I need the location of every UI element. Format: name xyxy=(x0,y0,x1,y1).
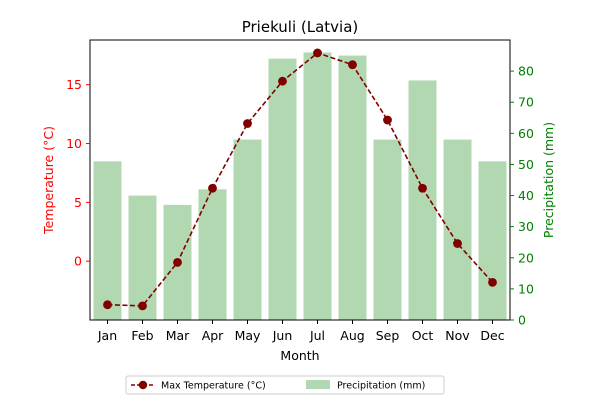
legend-line-marker xyxy=(138,380,148,390)
chart-title: Priekuli (Latvia) xyxy=(242,18,359,36)
x-tick-label: Oct xyxy=(412,328,434,343)
legend-bar-swatch xyxy=(306,380,330,389)
y-right-tick-label: 0 xyxy=(518,313,526,328)
y-right-tick-label: 10 xyxy=(518,281,534,296)
temperature-point-dec xyxy=(488,277,497,287)
bar-nov xyxy=(443,139,472,320)
x-axis: Jan Feb Mar Apr May Jun Jul Aug Sep Oct Nov Dec xyxy=(97,320,505,343)
y-axis-left-label: Temperature (°C) xyxy=(41,126,56,235)
y-right-tick-label: 40 xyxy=(518,188,534,203)
y-right-tick-label: 70 xyxy=(518,95,534,110)
legend-label-temperature: Max Temperature (°C) xyxy=(161,381,266,392)
y-right-tick-label: 50 xyxy=(518,157,534,172)
bar-may xyxy=(233,139,262,320)
y-right-tick-label: 60 xyxy=(518,126,534,141)
temperature-point-jun xyxy=(278,76,287,86)
x-tick-label: Aug xyxy=(340,328,364,343)
bar-sep xyxy=(373,139,402,320)
temperature-line xyxy=(107,52,494,307)
x-tick-label: Nov xyxy=(445,328,470,343)
y-left-tick-label: 0 xyxy=(74,254,82,269)
x-tick-label: Mar xyxy=(166,328,190,343)
temperature-point-aug xyxy=(348,60,357,70)
bar-aug xyxy=(338,55,367,321)
bar-jul xyxy=(303,52,332,320)
y-left-tick-label: 5 xyxy=(74,195,82,210)
y-axis-right: 0 10 20 30 40 50 60 70 80 xyxy=(510,64,534,328)
legend-label-precipitation: Precipitation (mm) xyxy=(337,381,425,392)
bar-apr xyxy=(198,189,227,320)
x-tick-label: May xyxy=(235,328,261,343)
x-tick-label: Jan xyxy=(97,328,117,343)
plot-frame xyxy=(89,39,511,321)
bar-jun xyxy=(268,58,297,321)
y-right-tick-label: 30 xyxy=(518,219,534,234)
bars-layer xyxy=(93,52,507,321)
temperature-point-jan xyxy=(103,300,112,310)
x-tick-label: Jun xyxy=(272,328,293,343)
x-axis-label: Month xyxy=(280,348,319,363)
temperature-point-oct xyxy=(418,183,427,193)
temperature-point-mar xyxy=(173,257,182,267)
y-right-tick-label: 80 xyxy=(518,64,534,79)
legend-frame xyxy=(125,375,445,395)
x-tick-label: Dec xyxy=(480,328,504,343)
bar-feb xyxy=(128,195,157,320)
y-axis-left: 0 5 10 15 xyxy=(66,77,90,269)
y-axis-right-label: Precipitation (mm) xyxy=(541,122,556,238)
line-layer xyxy=(103,48,497,311)
y-left-tick-label: 15 xyxy=(66,77,82,92)
x-tick-label: Feb xyxy=(131,328,153,343)
y-right-tick-label: 20 xyxy=(518,250,534,265)
temperature-point-jul xyxy=(313,48,322,58)
temperature-point-apr xyxy=(208,183,217,193)
x-tick-label: Jul xyxy=(309,328,325,343)
x-tick-label: Sep xyxy=(376,328,400,343)
bar-oct xyxy=(408,80,437,320)
temperature-point-sep xyxy=(383,115,392,125)
temperature-point-may xyxy=(243,119,252,128)
legend: Max Temperature (°C) Precipitation (mm) xyxy=(125,375,445,395)
bar-jan xyxy=(93,161,122,320)
x-tick-label: Apr xyxy=(202,328,224,343)
temperature-point-nov xyxy=(453,239,462,248)
y-left-tick-label: 10 xyxy=(66,136,82,151)
temperature-point-feb xyxy=(138,301,147,311)
bar-dec xyxy=(478,161,507,320)
